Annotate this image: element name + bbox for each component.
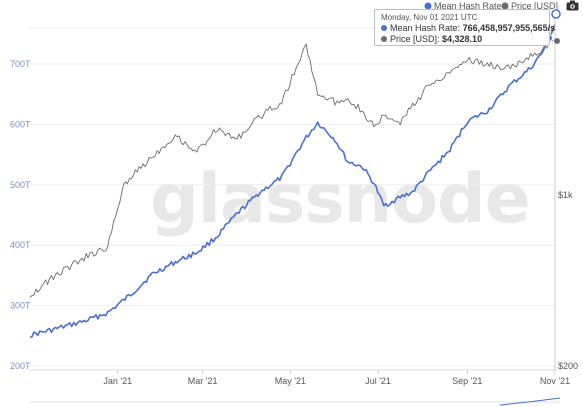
camera-icon[interactable]	[566, 0, 579, 11]
tooltip-price-value: $4,328.10	[442, 34, 483, 44]
tooltip-date: Monday, Nov 01 2021 UTC	[381, 13, 478, 22]
tooltip-price-row: Price [USD]: $4,328.10	[381, 34, 543, 45]
x-tick-label: Nov '21	[540, 376, 570, 386]
x-axis: Jan '21 Mar '21 May '21 Jul '21 Sep '21 Nov '…	[30, 369, 570, 386]
watermark: glassnode	[150, 160, 531, 239]
series-line-hash-rate	[29, 23, 556, 338]
tooltip-price-dot	[381, 36, 387, 42]
x-tick-label: Jan '21	[103, 376, 132, 386]
y-right-tick-label: $1k	[558, 190, 573, 200]
legend-label-hash[interactable]: Mean Hash Rate	[434, 1, 502, 11]
tooltip-hash-row: Mean Hash Rate: 766,458,957,955,565/s	[381, 23, 555, 34]
y-axis-right: $200 $1k	[558, 190, 578, 371]
tooltip-hash-dot	[381, 25, 387, 31]
series-lines	[29, 23, 556, 338]
legend-label-price[interactable]: Price [USD]	[511, 1, 558, 11]
legend-dot-price	[501, 2, 509, 10]
y-tick-label: 500T	[10, 180, 31, 190]
y-right-tick-label: $200	[558, 361, 578, 371]
x-tick-label: Jul '21	[365, 376, 391, 386]
x-tick-label: Mar '21	[188, 376, 218, 386]
legend-dot-hash	[424, 2, 432, 10]
y-tick-label: 400T	[10, 240, 31, 250]
cursor-marker-price	[553, 37, 561, 45]
x-tick-label: May '21	[275, 376, 306, 386]
tooltip: Monday, Nov 01 2021 UTC Mean Hash Rate: …	[374, 9, 555, 46]
tooltip-hash-label: Mean Hash Rate:	[390, 23, 461, 33]
y-tick-label: 200T	[10, 361, 31, 371]
series-line-price	[29, 38, 556, 298]
y-tick-label: 600T	[10, 119, 31, 129]
y-tick-label: 700T	[10, 59, 31, 69]
tooltip-price-label: Price [USD]:	[390, 34, 440, 44]
cursor-marker-top	[551, 9, 561, 19]
legend: Mean Hash Rate Price [USD]	[424, 1, 558, 11]
tooltip-hash-value: 766,458,957,955,565/s	[462, 23, 556, 33]
gridlines	[30, 27, 555, 367]
overview-scrollbar[interactable]	[30, 397, 561, 406]
x-tick-label: Sep '21	[452, 376, 482, 386]
y-tick-label: 300T	[10, 301, 31, 311]
y-axis-left: 200T 300T 400T 500T 600T 700T	[10, 59, 31, 371]
